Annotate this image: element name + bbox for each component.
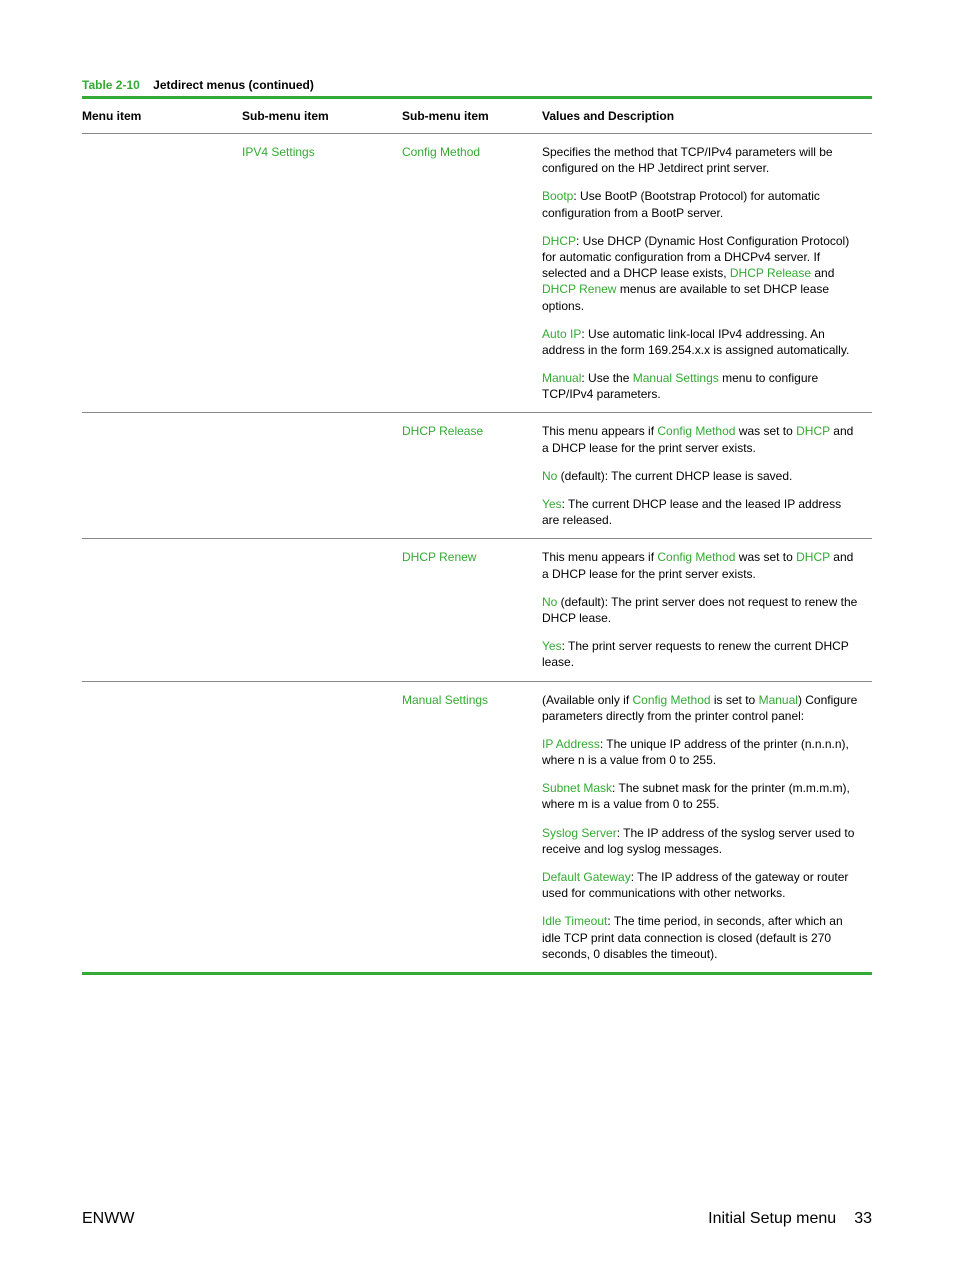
table-header-row: Menu item Sub-menu item Sub-menu item Va… (82, 98, 872, 134)
cell-sub-menu-1 (242, 413, 402, 539)
footer-right: Initial Setup menu 33 (708, 1210, 872, 1228)
cell-sub-menu-2: DHCP Renew (402, 539, 542, 681)
cell-menu-item (82, 681, 242, 973)
keyword: IP Address (542, 737, 600, 751)
description-paragraph: Default Gateway: The IP address of the g… (542, 869, 860, 901)
keyword: Idle Timeout (542, 914, 607, 928)
document-page: Table 2-10 Jetdirect menus (continued) M… (0, 0, 954, 1270)
keyword: Config Method (657, 550, 735, 564)
footer-left: ENWW (82, 1210, 134, 1228)
keyword: Subnet Mask (542, 781, 612, 795)
table-caption: Table 2-10 Jetdirect menus (continued) (82, 78, 872, 92)
cell-description: This menu appears if Config Method was s… (542, 413, 872, 539)
description-paragraph: Subnet Mask: The subnet mask for the pri… (542, 780, 860, 812)
description-paragraph: Yes: The current DHCP lease and the leas… (542, 496, 860, 528)
page-footer: ENWW Initial Setup menu 33 (82, 1210, 872, 1228)
cell-sub-menu-2: Manual Settings (402, 681, 542, 973)
keyword: Manual Settings (633, 371, 719, 385)
cell-sub-menu-1: IPV4 Settings (242, 134, 402, 413)
description-paragraph: Syslog Server: The IP address of the sys… (542, 825, 860, 857)
table-name: Jetdirect menus (continued) (153, 78, 314, 92)
cell-description: Specifies the method that TCP/IPv4 param… (542, 134, 872, 413)
description-paragraph: Auto IP: Use automatic link-local IPv4 a… (542, 326, 860, 358)
keyword: Yes (542, 497, 562, 511)
keyword: Auto IP (542, 327, 581, 341)
keyword: Default Gateway (542, 870, 631, 884)
keyword: DHCP (796, 550, 830, 564)
table-row: Manual Settings(Available only if Config… (82, 681, 872, 973)
description-paragraph: No (default): The print server does not … (542, 594, 860, 626)
description-paragraph: This menu appears if Config Method was s… (542, 423, 860, 455)
table-row: IPV4 SettingsConfig MethodSpecifies the … (82, 134, 872, 413)
description-paragraph: Specifies the method that TCP/IPv4 param… (542, 144, 860, 176)
col-header-values: Values and Description (542, 98, 872, 134)
keyword: Config Method (633, 693, 711, 707)
footer-section: Initial Setup menu (708, 1210, 836, 1228)
keyword: No (542, 595, 557, 609)
description-paragraph: Manual: Use the Manual Settings menu to … (542, 370, 860, 402)
description-paragraph: No (default): The current DHCP lease is … (542, 468, 860, 484)
description-paragraph: This menu appears if Config Method was s… (542, 549, 860, 581)
table-number: Table 2-10 (82, 78, 140, 92)
cell-menu-item (82, 413, 242, 539)
description-paragraph: IP Address: The unique IP address of the… (542, 736, 860, 768)
keyword: Config Method (657, 424, 735, 438)
jetdirect-menus-table: Menu item Sub-menu item Sub-menu item Va… (82, 96, 872, 975)
keyword: Syslog Server (542, 826, 617, 840)
table-row: DHCP RenewThis menu appears if Config Me… (82, 539, 872, 681)
keyword: Manual (542, 371, 581, 385)
keyword: DHCP Renew (542, 282, 616, 296)
description-paragraph: Bootp: Use BootP (Bootstrap Protocol) fo… (542, 188, 860, 220)
keyword: Bootp (542, 189, 573, 203)
keyword: DHCP (796, 424, 830, 438)
description-paragraph: Idle Timeout: The time period, in second… (542, 913, 860, 962)
col-header-menu-item: Menu item (82, 98, 242, 134)
cell-sub-menu-1 (242, 681, 402, 973)
cell-sub-menu-2: DHCP Release (402, 413, 542, 539)
cell-description: This menu appears if Config Method was s… (542, 539, 872, 681)
table-row: DHCP ReleaseThis menu appears if Config … (82, 413, 872, 539)
cell-menu-item (82, 539, 242, 681)
description-paragraph: Yes: The print server requests to renew … (542, 638, 860, 670)
cell-sub-menu-1 (242, 539, 402, 681)
keyword: No (542, 469, 557, 483)
col-header-sub-menu-2: Sub-menu item (402, 98, 542, 134)
keyword: Manual (759, 693, 798, 707)
keyword: Yes (542, 639, 562, 653)
cell-menu-item (82, 134, 242, 413)
cell-sub-menu-2: Config Method (402, 134, 542, 413)
keyword: DHCP (542, 234, 576, 248)
cell-description: (Available only if Config Method is set … (542, 681, 872, 973)
keyword: DHCP Release (730, 266, 811, 280)
footer-page-number: 33 (854, 1210, 872, 1228)
description-paragraph: (Available only if Config Method is set … (542, 692, 860, 724)
description-paragraph: DHCP: Use DHCP (Dynamic Host Configurati… (542, 233, 860, 314)
col-header-sub-menu-1: Sub-menu item (242, 98, 402, 134)
